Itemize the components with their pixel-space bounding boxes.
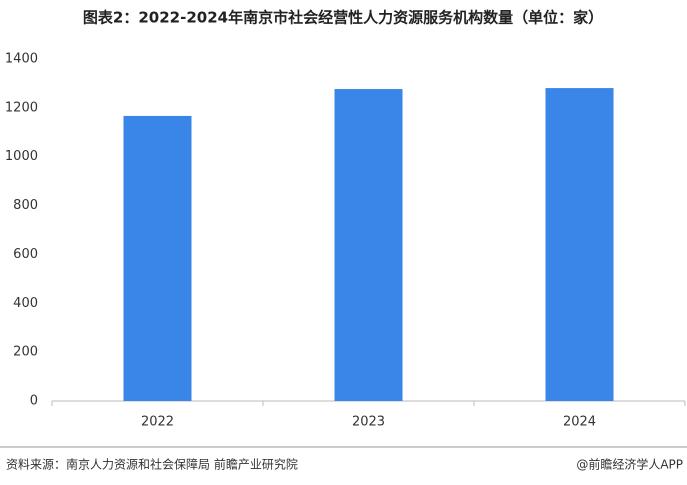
x-tick-label: 2024 — [563, 415, 596, 430]
y-tick-label: 400 — [13, 296, 38, 311]
credit: @前瞻经济学人APP — [576, 457, 683, 472]
y-tick-label: 1200 — [5, 100, 38, 115]
bar — [334, 89, 403, 401]
bar — [123, 115, 192, 401]
source-note: 资料来源：南京人力资源和社会保障局 前瞻产业研究院 — [6, 457, 298, 472]
y-tick-label: 800 — [13, 198, 38, 213]
x-tick-label: 2023 — [352, 415, 385, 430]
y-tick-label: 0 — [30, 394, 38, 409]
bar — [545, 88, 614, 401]
y-tick-label: 1000 — [5, 149, 38, 164]
y-tick-label: 1400 — [5, 52, 38, 67]
y-tick-label: 200 — [13, 345, 38, 360]
chart-title: 图表2：2022-2024年南京市社会经营性人力资源服务机构数量（单位：家） — [83, 9, 603, 27]
x-tick-label: 2022 — [141, 415, 174, 430]
y-tick-label: 600 — [13, 247, 38, 262]
